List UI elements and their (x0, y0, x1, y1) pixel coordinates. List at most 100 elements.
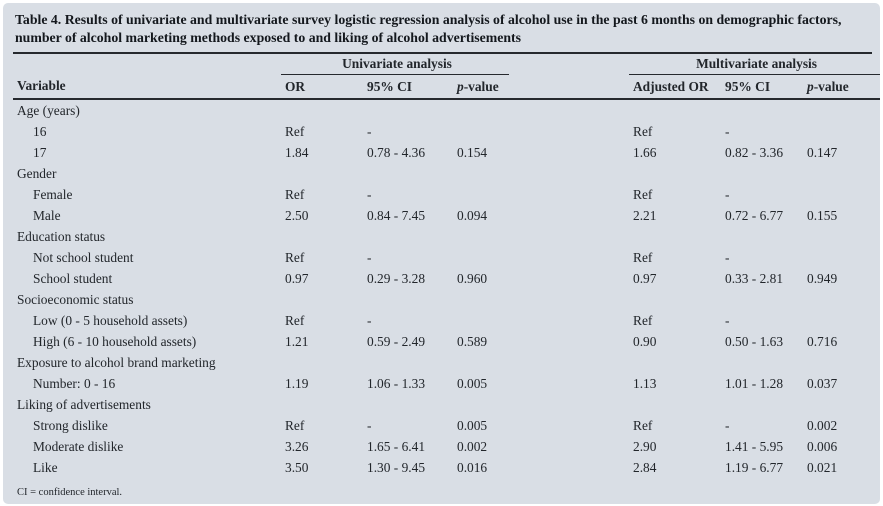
p-italic: p (807, 79, 814, 95)
cell-variable: Like (33, 460, 58, 476)
cell-p-univariate: 0.154 (457, 145, 488, 161)
group-header-row: Variable Univariate analysis Multivariat… (13, 54, 881, 101)
cell-or: 3.50 (285, 460, 309, 476)
cell-ci-multivariate: - (725, 250, 730, 266)
cell-ci-univariate: 1.06 - 1.33 (367, 376, 426, 392)
cell-p-multivariate: 0.147 (807, 145, 838, 161)
table-row: 16 Ref - Ref - (13, 121, 880, 142)
cell-ci-univariate: - (367, 250, 372, 266)
cell-ci-multivariate: 1.01 - 1.28 (725, 376, 784, 392)
table-row: Strong dislike Ref - 0.005 Ref - 0.002 (13, 415, 880, 436)
cell-ci-univariate: 0.78 - 4.36 (367, 145, 426, 161)
p-rest: -value (463, 79, 499, 95)
table-row: School student 0.97 0.29 - 3.28 0.960 0.97 0.… (13, 268, 880, 289)
cell-gap (509, 310, 629, 331)
cell-ci-multivariate: - (725, 187, 730, 203)
table-panel: Table 4. Results of univariate and multi… (3, 3, 881, 504)
cell-p-multivariate (803, 121, 880, 142)
cell-p-multivariate: 0.155 (807, 208, 838, 224)
cell-p-univariate (453, 121, 509, 142)
cell-ci-multivariate: 0.82 - 3.36 (725, 145, 784, 161)
cell-variable: Not school student (33, 250, 134, 266)
cell-p-univariate: 0.094 (457, 208, 488, 224)
cell-ci-univariate: - (367, 124, 372, 140)
regression-table: Variable Univariate analysis Multivariat… (13, 54, 881, 478)
section-row: Age (years) (13, 99, 880, 121)
table-row: Male 2.50 0.84 - 7.45 0.094 2.21 0.72 - 6.77 0… (13, 205, 880, 226)
cell-gap (509, 457, 629, 478)
section-row: Gender (13, 163, 880, 184)
cell-p-univariate: 0.002 (457, 439, 488, 455)
cell-variable: Strong dislike (33, 418, 108, 434)
table-row: High (6 - 10 household assets) 1.21 0.59 -… (13, 331, 880, 352)
col-header-variable: Variable (13, 54, 281, 101)
p-italic: p (457, 79, 464, 95)
cell-adjusted-or: 0.90 (633, 334, 657, 350)
col-header-ci-multivariate: 95% CI (721, 74, 804, 101)
table-row: Like 3.50 1.30 - 9.45 0.016 2.84 1.19 - 6.77 0… (13, 457, 880, 478)
cell-p-multivariate: 0.002 (807, 418, 838, 434)
table-row: Number: 0 - 16 1.19 1.06 - 1.33 0.005 1.13 1.… (13, 373, 880, 394)
section-row: Education status (13, 226, 880, 247)
cell-p-univariate: 0.960 (457, 271, 488, 287)
cell-adjusted-or: 2.84 (633, 460, 657, 476)
cell-adjusted-or: 0.97 (633, 271, 657, 287)
cell-p-univariate: 0.005 (457, 376, 488, 392)
cell-or: 3.26 (285, 439, 309, 455)
section-row: Socioeconomic status (13, 289, 880, 310)
cell-ci-multivariate: 0.50 - 1.63 (725, 334, 784, 350)
cell-variable: Male (33, 208, 61, 224)
cell-ci-univariate: - (367, 418, 372, 434)
cell-or: Ref (285, 250, 305, 266)
cell-p-univariate (453, 184, 509, 205)
section-label: Socioeconomic status (17, 292, 134, 308)
cell-gap (509, 184, 629, 205)
cell-or: Ref (285, 124, 305, 140)
cell-ci-univariate: - (367, 313, 372, 329)
cell-ci-multivariate: 1.41 - 5.95 (725, 439, 784, 455)
cell-or: 1.21 (285, 334, 309, 350)
cell-adjusted-or: Ref (633, 418, 653, 434)
section-label: Age (years) (17, 103, 80, 119)
cell-or: 1.19 (285, 376, 309, 392)
cell-gap (509, 142, 629, 163)
section-label: Gender (17, 166, 57, 182)
cell-gap (509, 373, 629, 394)
table-row: Moderate dislike 3.26 1.65 - 6.41 0.002 2.90… (13, 436, 880, 457)
cell-p-univariate (453, 310, 509, 331)
col-header-ci-univariate: 95% CI (363, 74, 453, 101)
cell-ci-univariate: - (367, 187, 372, 203)
col-header-p-univariate: p-value (453, 74, 510, 101)
section-row: Liking of advertisements (13, 394, 880, 415)
cell-p-multivariate: 0.949 (807, 271, 838, 287)
p-rest: -value (813, 79, 849, 95)
cell-adjusted-or: 2.90 (633, 439, 657, 455)
column-header-row: OR 95% CI p-value Adjusted OR 95% CI p-v… (13, 74, 881, 101)
cell-adjusted-or: 1.13 (633, 376, 657, 392)
section-label: Liking of advertisements (17, 397, 151, 413)
section-row: Exposure to alcohol brand marketing (13, 352, 880, 373)
cell-or: 2.50 (285, 208, 309, 224)
cell-variable: Female (33, 187, 73, 203)
col-header-adjusted-or: Adjusted OR (629, 74, 722, 101)
cell-adjusted-or: Ref (633, 187, 653, 203)
cell-or: Ref (285, 187, 305, 203)
table-footnote: CI = confidence interval. (17, 487, 123, 499)
cell-gap (509, 121, 629, 142)
cell-ci-univariate: 1.30 - 9.45 (367, 460, 426, 476)
cell-ci-multivariate: - (725, 124, 730, 140)
cell-variable: Moderate dislike (33, 439, 124, 455)
cell-ci-univariate: 0.84 - 7.45 (367, 208, 426, 224)
cell-gap (509, 331, 629, 352)
table-row: Not school student Ref - Ref - (13, 247, 880, 268)
cell-p-multivariate: 0.006 (807, 439, 838, 455)
cell-gap (509, 247, 629, 268)
cell-gap (509, 205, 629, 226)
cell-or: Ref (285, 313, 305, 329)
section-label: Exposure to alcohol brand marketing (17, 355, 216, 371)
cell-variable: School student (33, 271, 113, 287)
cell-adjusted-or: Ref (633, 124, 653, 140)
cell-gap (509, 436, 629, 457)
cell-ci-multivariate: - (725, 418, 730, 434)
cell-p-multivariate: 0.021 (807, 460, 838, 476)
